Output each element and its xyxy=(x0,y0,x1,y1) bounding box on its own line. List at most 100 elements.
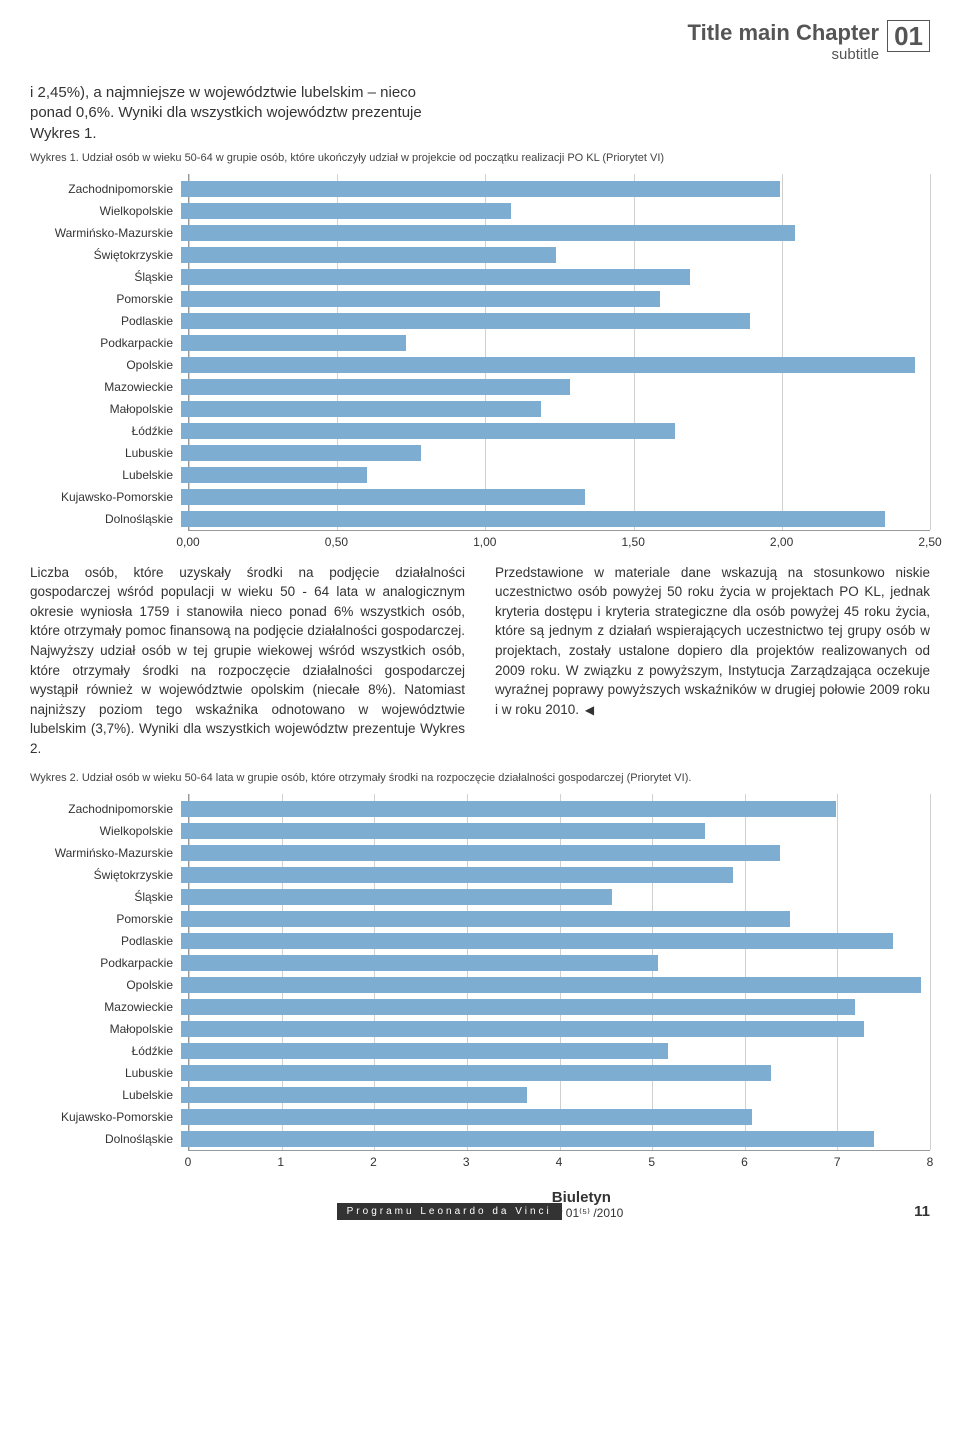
chart-bar xyxy=(181,269,690,285)
chart-row: Warmińsko-Mazurskie xyxy=(189,222,930,244)
chart-bar xyxy=(181,423,675,439)
chart-xtick: 2,50 xyxy=(918,535,941,549)
chart2-caption: Wykres 2. Udział osób w wieku 50-64 lata… xyxy=(30,772,930,784)
chart-category-label: Łódźkie xyxy=(31,424,181,438)
chart-category-label: Lubuskie xyxy=(31,1066,181,1080)
chart-bar xyxy=(181,1109,752,1125)
chart-row: Podlaskie xyxy=(189,930,930,952)
chart-bar xyxy=(181,845,780,861)
chart-xtick: 4 xyxy=(556,1155,563,1169)
chart-track xyxy=(181,1084,930,1106)
chart-bar xyxy=(181,203,511,219)
page-footer: Programu Leonardo da Vinci Biuletyn nr 0… xyxy=(30,1189,930,1220)
chart-track xyxy=(181,200,930,222)
chart-category-label: Warmińsko-Mazurskie xyxy=(31,226,181,240)
chart-category-label: Śląskie xyxy=(31,270,181,284)
chart-xtick: 5 xyxy=(648,1155,655,1169)
chart-xtick: 1,00 xyxy=(473,535,496,549)
chart-bar xyxy=(181,313,750,329)
chart-track xyxy=(181,442,930,464)
chart-category-label: Dolnośląskie xyxy=(31,512,181,526)
chart-track xyxy=(181,886,930,908)
chart-bar xyxy=(181,335,406,351)
chart-category-label: Mazowieckie xyxy=(31,1000,181,1014)
chart-bar xyxy=(181,1021,864,1037)
chart-category-label: Podkarpackie xyxy=(31,336,181,350)
chart-row: Podlaskie xyxy=(189,310,930,332)
chart-row: Małopolskie xyxy=(189,1018,930,1040)
chart-row: Łódźkie xyxy=(189,420,930,442)
chart-bar xyxy=(181,1131,874,1147)
chart-category-label: Łódźkie xyxy=(31,1044,181,1058)
chart-track xyxy=(181,974,930,996)
chart-category-label: Zachodnipomorskie xyxy=(31,802,181,816)
chart-row: Świętokrzyskie xyxy=(189,244,930,266)
footer-issue-line: nr 01⁽⁵⁾ /2010 xyxy=(552,1206,624,1220)
chart-category-label: Śląskie xyxy=(31,890,181,904)
chart-category-label: Lubuskie xyxy=(31,446,181,460)
chart-row: Opolskie xyxy=(189,354,930,376)
chart-row: Wielkopolskie xyxy=(189,820,930,842)
page-number: 11 xyxy=(914,1203,930,1220)
chart-row: Świętokrzyskie xyxy=(189,864,930,886)
chart-xtick: 6 xyxy=(741,1155,748,1169)
chart-row: Podkarpackie xyxy=(189,952,930,974)
chapter-number: 01 xyxy=(887,20,930,52)
chart-row: Pomorskie xyxy=(189,288,930,310)
chart-gridline xyxy=(930,794,931,1150)
chart-category-label: Warmińsko-Mazurskie xyxy=(31,846,181,860)
chart-row: Wielkopolskie xyxy=(189,200,930,222)
chart-category-label: Świętokrzyskie xyxy=(31,248,181,262)
chart-category-label: Podlaskie xyxy=(31,934,181,948)
chart-category-label: Mazowieckie xyxy=(31,380,181,394)
body-right: Przedstawione w materiale dane wskazują … xyxy=(495,563,930,759)
chart-row: Opolskie xyxy=(189,974,930,996)
chart-track xyxy=(181,310,930,332)
chart-xtick: 1 xyxy=(277,1155,284,1169)
chart-row: Zachodnipomorskie xyxy=(189,798,930,820)
chart-track xyxy=(181,842,930,864)
chart-bar xyxy=(181,225,795,241)
chart-track xyxy=(181,1128,930,1150)
chart-xtick: 0,00 xyxy=(176,535,199,549)
chart-category-label: Małopolskie xyxy=(31,402,181,416)
chart-bar xyxy=(181,823,705,839)
chart-row: Lubuskie xyxy=(189,1062,930,1084)
chart-category-label: Lubelskie xyxy=(31,1088,181,1102)
chart-row: Łódźkie xyxy=(189,1040,930,1062)
chart-row: Kujawsko-Pomorskie xyxy=(189,1106,930,1128)
chart-track xyxy=(181,486,930,508)
footer-program-bar: Programu Leonardo da Vinci xyxy=(337,1203,562,1220)
chart-row: Śląskie xyxy=(189,266,930,288)
chart-bar xyxy=(181,467,367,483)
chart-track xyxy=(181,820,930,842)
chart-row: Śląskie xyxy=(189,886,930,908)
chart-row: Warmińsko-Mazurskie xyxy=(189,842,930,864)
chart-bar xyxy=(181,911,790,927)
chart-track xyxy=(181,1106,930,1128)
chart-track xyxy=(181,376,930,398)
chart2: ZachodnipomorskieWielkopolskieWarmińsko-… xyxy=(30,794,930,1171)
chart-xtick: 2 xyxy=(370,1155,377,1169)
chart-track xyxy=(181,464,930,486)
chart-track xyxy=(181,266,930,288)
chart-category-label: Opolskie xyxy=(31,358,181,372)
chart-category-label: Pomorskie xyxy=(31,292,181,306)
body-left: Liczba osób, które uzyskały środki na po… xyxy=(30,563,465,759)
chart-xtick: 2,00 xyxy=(770,535,793,549)
chart-track xyxy=(181,420,930,442)
chart-track xyxy=(181,178,930,200)
page-header: Title main Chapter subtitle 01 xyxy=(30,20,930,63)
chart-track xyxy=(181,398,930,420)
chart-row: Zachodnipomorskie xyxy=(189,178,930,200)
chart1-caption: Wykres 1. Udział osób w wieku 50-64 w gr… xyxy=(30,152,930,164)
chart-xtick: 0 xyxy=(185,1155,192,1169)
chart-row: Lubelskie xyxy=(189,464,930,486)
chart-row: Dolnośląskie xyxy=(189,508,930,530)
chart-category-label: Kujawsko-Pomorskie xyxy=(31,490,181,504)
chart-track xyxy=(181,952,930,974)
chart-category-label: Małopolskie xyxy=(31,1022,181,1036)
chart-track xyxy=(181,222,930,244)
chart-bar xyxy=(181,511,885,527)
chart-xtick: 0,50 xyxy=(325,535,348,549)
